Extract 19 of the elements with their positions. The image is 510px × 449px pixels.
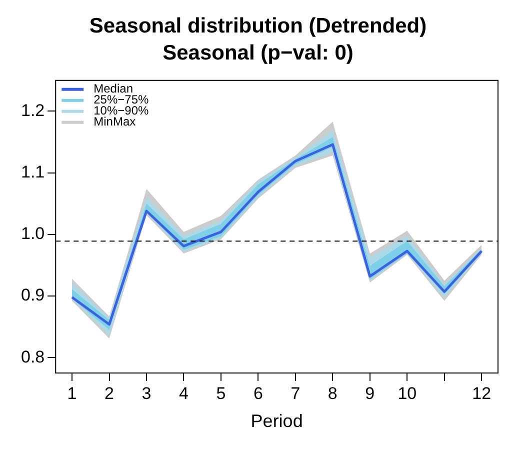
x-tick-label: 8: [328, 384, 338, 403]
x-tick-label: 2: [104, 384, 114, 403]
y-tick-label: 1.1: [20, 162, 45, 182]
x-tick-label: 7: [290, 384, 300, 403]
x-tick-label: 6: [253, 384, 263, 403]
x-tick-label: 12: [472, 384, 492, 403]
chart-subtitle: Seasonal (p−val: 0): [162, 42, 354, 65]
x-axis-title: Period: [250, 411, 303, 432]
x-tick-label: 1: [67, 384, 77, 403]
x-tick-label: 3: [142, 384, 152, 403]
y-tick-label: 0.8: [20, 347, 45, 366]
x-tick-label: 9: [365, 384, 375, 403]
chart-title: Seasonal distribution (Detrended): [89, 14, 427, 38]
y-tick-label: 1.2: [20, 100, 45, 120]
x-tick-label: 5: [216, 384, 226, 403]
y-tick-label: 0.9: [20, 286, 45, 305]
y-tick-label: 1.0: [20, 224, 45, 244]
x-tick-label: 10: [398, 384, 417, 403]
x-tick-label: 4: [178, 384, 188, 403]
